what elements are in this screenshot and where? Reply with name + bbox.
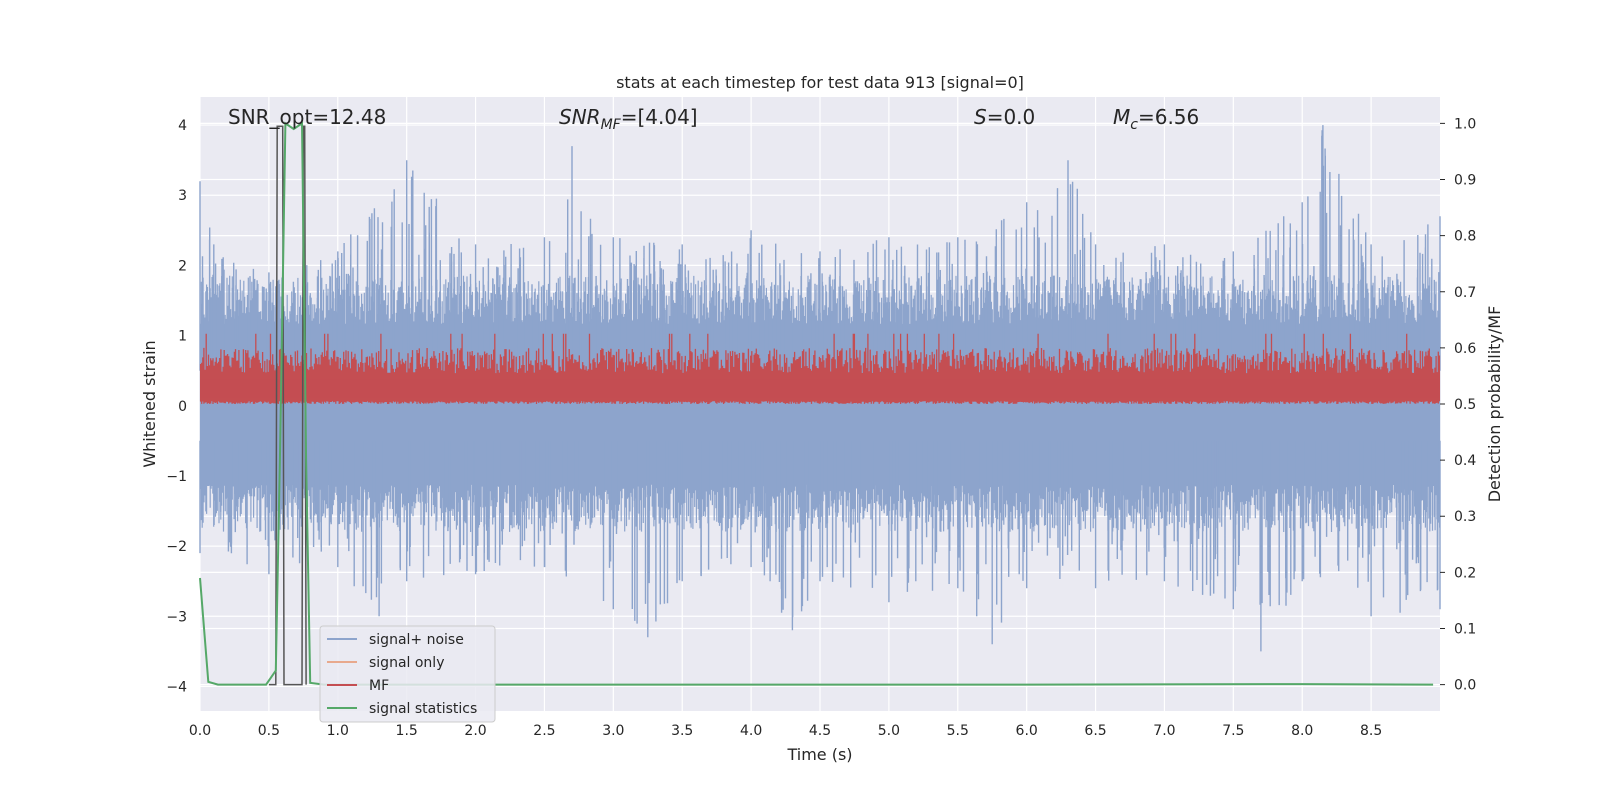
y2-tick-label: 0.2: [1454, 565, 1476, 581]
y-tick-label: 3: [178, 188, 187, 204]
x-tick-label: 0.0: [189, 723, 211, 739]
legend-box: [319, 625, 496, 723]
y-tick-label: 4: [178, 118, 187, 134]
x-tick-label: 3.0: [602, 723, 624, 739]
y-axis-left: 4 3 2 1 0 −1 −2 −3 −4: [166, 118, 187, 695]
x-tick-label: 5.5: [947, 723, 969, 739]
y2-axis-label: Detection probability/MF: [1485, 306, 1504, 503]
y2-tick-label: 0.4: [1454, 453, 1476, 469]
y-axis-right: 1.0 0.9 0.8 0.7 0.6 0.5 0.4 0.3 0.2 0.1 0.0: [1440, 116, 1476, 694]
y-tick-label: −3: [166, 609, 187, 625]
mf-core: [200, 378, 1440, 399]
annotation-snr-mf: SNRMF=[4.04]: [559, 105, 698, 133]
x-tick-label: 4.5: [809, 723, 831, 739]
legend-label-signal-statistics: signal statistics: [369, 701, 477, 717]
x-tick-label: 6.5: [1084, 723, 1106, 739]
legend-label-mf: MF: [369, 678, 389, 694]
y2-tick-label: 0.0: [1454, 678, 1476, 694]
annotation-mc-value: =6.56: [1138, 105, 1199, 129]
y2-tick-label: 0.3: [1454, 509, 1476, 525]
x-tick-label: 3.5: [671, 723, 693, 739]
x-tick-label: 1.5: [396, 723, 418, 739]
annotation-s-main: S: [974, 105, 987, 129]
x-tick-label: 7.5: [1222, 723, 1244, 739]
y2-tick-label: 0.5: [1454, 397, 1476, 413]
mf-spike: [268, 125, 307, 686]
x-tick-label: 2.0: [464, 723, 486, 739]
legend: signal+ noise signal only MF signal stat…: [319, 625, 496, 723]
y-tick-label: 2: [178, 258, 187, 274]
annotation-s: S=0.0: [974, 105, 1035, 129]
signal-statistics-line: [199, 121, 1434, 686]
legend-label-signal-only: signal only: [369, 655, 444, 671]
annotation-snr-mf-sub: MF: [601, 117, 622, 133]
y-tick-label: 1: [178, 329, 187, 345]
y-tick-label: −2: [166, 539, 187, 555]
y2-tick-label: 0.8: [1454, 229, 1476, 245]
legend-label-signal-noise: signal+ noise: [369, 632, 464, 648]
annotation-mc-main: M: [1113, 105, 1130, 129]
x-tick-label: 5.0: [878, 723, 900, 739]
y-axis-label: Whitened strain: [140, 340, 159, 467]
y2-tick-label: 0.9: [1454, 173, 1476, 189]
y2-tick-label: 1.0: [1454, 116, 1476, 132]
x-tick-label: 6.0: [1016, 723, 1038, 739]
annotation-snr-opt: SNR_opt=12.48: [228, 105, 386, 129]
x-tick-label: 0.5: [258, 723, 280, 739]
x-axis-label: Time (s): [786, 745, 852, 764]
signal-noise-spikes: [199, 125, 1441, 652]
annotation-mc-sub: c: [1130, 117, 1138, 133]
x-tick-label: 1.0: [327, 723, 349, 739]
annotation-s-value: =0.0: [987, 105, 1036, 129]
y-tick-label: −1: [166, 469, 187, 485]
x-tick-label: 2.5: [533, 723, 555, 739]
x-tick-label: 7.0: [1153, 723, 1175, 739]
y-tick-label: −4: [166, 679, 187, 695]
y2-tick-label: 0.7: [1454, 285, 1476, 301]
x-tick-label: 8.0: [1291, 723, 1313, 739]
mf-series: [199, 125, 1441, 686]
annotation-snr-mf-main: SNR: [559, 105, 601, 129]
y-tick-label: 0: [178, 399, 187, 415]
x-tick-label: 4.0: [740, 723, 762, 739]
annotation-snr-mf-value: =[4.04]: [621, 105, 698, 129]
x-tick-label: 8.5: [1360, 723, 1382, 739]
y2-tick-label: 0.6: [1454, 341, 1476, 357]
annotation-mc: Mc=6.56: [1113, 105, 1199, 133]
signal-statistics-series: [199, 121, 1434, 686]
chart-title: stats at each timestep for test data 913…: [616, 73, 1024, 92]
x-axis: 0.0 0.5 1.0 1.5 2.0 2.5 3.0 3.5 4.0 4.5 5.0 5.5 6.0 6…: [189, 723, 1382, 739]
y2-tick-label: 0.1: [1454, 621, 1476, 637]
